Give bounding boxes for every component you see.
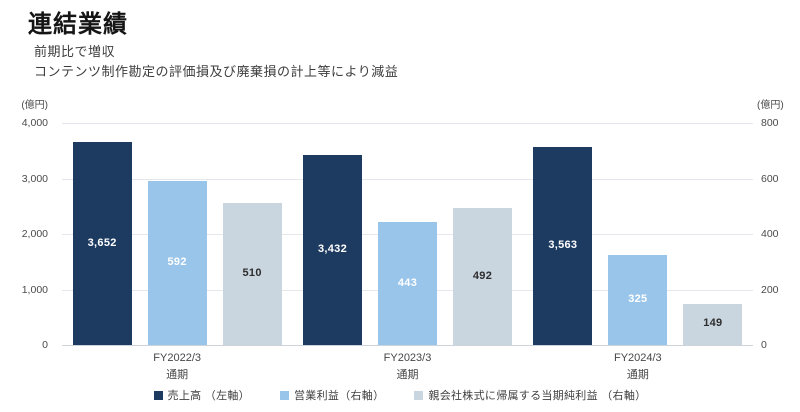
right-axis-tick: 400 [761,228,779,240]
x-axis-label-line2: 通期 [396,369,419,381]
left-axis-tick: 1,000 [21,283,48,296]
page-title: 連結業績 [28,11,128,38]
legend-swatch-icon [414,390,424,400]
header: 連結業績 [28,4,128,39]
right-axis-tick: 0 [761,339,767,351]
x-axis-label-line2: 通期 [166,369,189,381]
left-axis-tick: 0 [42,339,48,351]
bar-operating-profit-2 [378,222,437,345]
legend-item-net-sales: 売上高 （左軸） [153,387,250,403]
right-axis-tick: 200 [761,283,779,296]
bar-net-sales-1 [72,142,132,345]
x-axis-label-line2: 通期 [626,369,649,381]
x-axis-label-line1: FY2024/3 [613,352,662,364]
bar-net-income-1 [222,203,282,345]
gridline [62,178,753,180]
left-axis-tick: 2,000 [21,228,48,240]
bar-value-label: 443 [397,276,418,289]
bar-operating-profit-1 [147,180,207,345]
legend-swatch-icon [153,390,163,400]
x-axis-label-line1: FY2023/3 [383,352,432,364]
bar-value-label: 149 [703,317,723,330]
bar-value-label: 510 [242,267,262,280]
subtitle-line-1: 前期比で増収 [34,44,116,59]
legend-item-operating-profit: 営業利益（右軸） [280,387,384,403]
x-axis-line [62,345,753,346]
right-axis-unit: (億円) [757,100,784,111]
bar-value-label: 325 [628,292,648,305]
bar-net-sales-3 [533,147,593,345]
bar-value-label: 3,563 [548,239,578,252]
chart-legend: 売上高 （左軸） 営業利益（右軸） 親会社株式に帰属する当期純利益 （右軸） [0,387,800,403]
x-axis-label-line1: FY2022/3 [153,352,201,364]
left-axis-tick: 3,000 [21,172,48,185]
bar-net-income-3 [683,303,743,345]
bar-value-label: 3,652 [87,236,117,249]
bar-net-sales-2 [303,154,362,345]
gridline [62,123,753,124]
bar-operating-profit-3 [608,254,668,345]
left-axis-tick: 4,000 [21,117,48,129]
bar-value-label: 492 [472,269,493,282]
legend-label: 親会社株式に帰属する当期純利益 （右軸） [428,390,647,402]
left-axis-unit: (億円) [21,100,48,111]
bar-net-income-2 [453,208,512,345]
bar-value-label: 592 [167,255,187,268]
right-axis-tick: 800 [761,117,779,129]
bar-value-label: 3,432 [317,242,348,255]
right-axis-tick: 600 [761,172,779,185]
subtitle-block: 前期比で増収 コンテンツ制作勘定の評価損及び廃棄損の計上等により減益 [34,42,398,82]
legend-swatch-icon [280,390,289,400]
legend-item-net-income: 親会社株式に帰属する当期純利益 （右軸） [414,387,646,403]
legend-label: 営業利益（右軸） [294,390,385,402]
legend-label: 売上高 （左軸） [167,390,250,402]
subtitle-line-2: コンテンツ制作勘定の評価損及び廃棄損の計上等により減益 [34,64,399,79]
